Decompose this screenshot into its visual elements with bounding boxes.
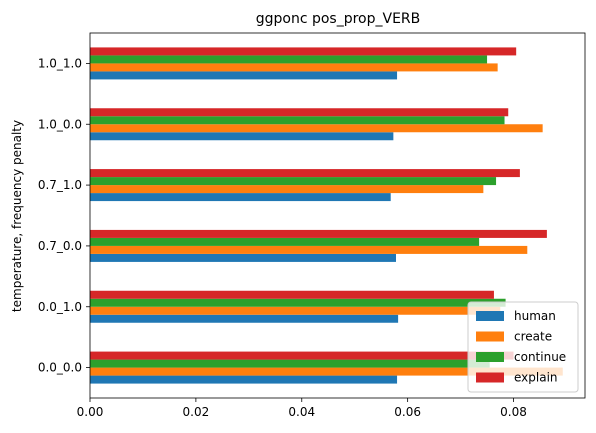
legend-label-create: create (514, 330, 552, 344)
y-tick-label: 1.0_0.0 (38, 117, 82, 131)
bar-human-1.0_0.0 (90, 132, 394, 141)
x-tick-label: 0.06 (394, 405, 421, 419)
legend-swatch-create (476, 331, 504, 342)
bar-human-0.7_1.0 (90, 193, 391, 202)
y-axis-label: temperature, frequency penalty (10, 120, 24, 312)
bar-explain-1.0_0.0 (90, 108, 509, 117)
x-tick-label: 0.02 (183, 405, 210, 419)
bar-create-0.7_1.0 (90, 185, 484, 194)
bar-human-1.0_1.0 (90, 71, 398, 80)
legend-box (467, 301, 579, 393)
bar-human-0.0_1.0 (90, 314, 399, 323)
legend-label-continue: continue (514, 350, 566, 364)
bar-create-0.7_0.0 (90, 245, 528, 254)
x-tick-label: 0.08 (500, 405, 527, 419)
bar-explain-0.0_1.0 (90, 290, 494, 299)
legend: human create continue explain (467, 301, 579, 393)
bars-group (90, 47, 563, 384)
bar-continue-1.0_0.0 (90, 116, 505, 125)
legend-label-human: human (514, 309, 556, 323)
y-tick-label: 0.0_1.0 (38, 300, 82, 314)
bar-continue-0.7_1.0 (90, 177, 497, 186)
bar-continue-0.7_0.0 (90, 237, 480, 246)
bar-continue-1.0_1.0 (90, 55, 488, 64)
legend-swatch-continue (476, 352, 504, 362)
bar-explain-0.0_0.0 (90, 351, 514, 360)
bar-create-0.0_1.0 (90, 306, 501, 315)
axes-group: 0.0_0.0 0.0_1.0 0.7_0.0 0.7_1.0 1.0_0.0 1.0_1… (38, 32, 586, 419)
bar-human-0.7_0.0 (90, 253, 396, 262)
y-tick-label: 0.7_0.0 (38, 239, 82, 253)
x-tick-label: 0.00 (77, 405, 104, 419)
chart-title: ggponc pos_prop_VERB (256, 11, 421, 27)
bar-explain-0.7_1.0 (90, 169, 520, 178)
bar-explain-0.7_0.0 (90, 229, 547, 238)
bar-create-1.0_1.0 (90, 63, 498, 72)
bar-create-0.0_0.0 (90, 367, 563, 376)
bar-continue-0.0_0.0 (90, 359, 490, 368)
y-tick-label: 1.0_1.0 (38, 56, 82, 70)
x-tick-label: 0.04 (288, 405, 315, 419)
bar-human-0.0_0.0 (90, 375, 398, 384)
bar-explain-1.0_1.0 (90, 47, 517, 56)
bar-continue-0.0_1.0 (90, 298, 506, 307)
bar-create-1.0_0.0 (90, 124, 543, 133)
legend-swatch-human (476, 311, 504, 321)
legend-swatch-explain (476, 372, 504, 383)
y-tick-label: 0.0_0.0 (38, 361, 82, 375)
plot-frame (89, 32, 586, 399)
y-tick-label: 0.7_1.0 (38, 178, 82, 192)
legend-label-explain: explain (514, 371, 558, 385)
